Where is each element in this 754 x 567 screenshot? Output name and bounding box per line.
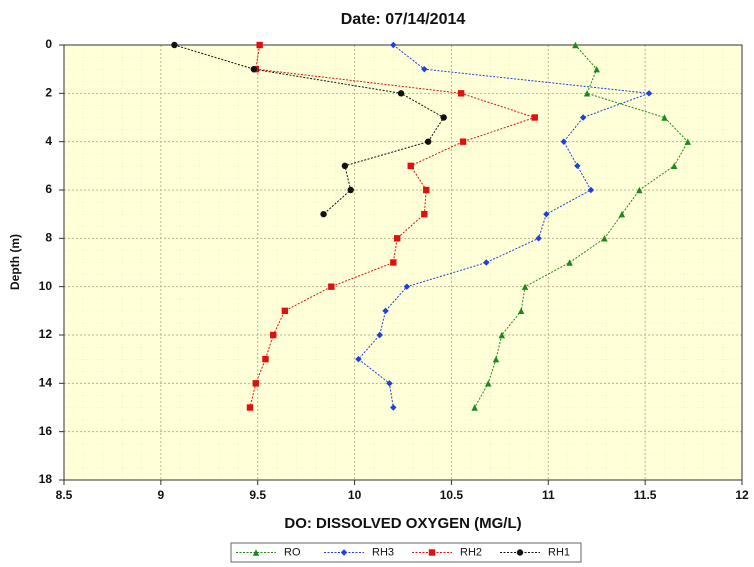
- marker: [661, 114, 668, 121]
- marker: [543, 210, 550, 218]
- minor-grid: [64, 45, 742, 480]
- marker: [587, 186, 595, 194]
- marker: [252, 380, 259, 387]
- y-tick-label: 18: [39, 472, 53, 486]
- marker: [579, 114, 587, 121]
- y-tick-label: 10: [39, 279, 53, 293]
- series-line: [249, 44, 537, 408]
- marker: [531, 114, 538, 121]
- legend-label: RH1: [548, 546, 570, 558]
- marker: [492, 355, 500, 363]
- marker: [671, 162, 678, 170]
- marker: [483, 259, 490, 266]
- marker: [390, 259, 397, 266]
- marker: [517, 307, 525, 315]
- legend-marker: [252, 549, 260, 556]
- series-line: [474, 44, 689, 408]
- marker: [645, 90, 653, 97]
- marker: [382, 307, 389, 315]
- x-tick-label: 10: [348, 488, 362, 502]
- marker: [403, 283, 411, 290]
- y-axis-label: Depth (m): [8, 234, 22, 290]
- y-tick-label: 12: [39, 327, 53, 341]
- marker: [328, 283, 335, 290]
- marker: [684, 138, 691, 145]
- x-tick-label: 10.5: [440, 488, 464, 502]
- series-line: [174, 44, 445, 215]
- marker: [424, 138, 432, 145]
- y-tick-label: 2: [45, 86, 52, 100]
- marker: [393, 235, 401, 242]
- marker: [593, 65, 600, 73]
- marker: [521, 283, 529, 290]
- marker: [423, 186, 430, 194]
- marker: [457, 90, 465, 97]
- marker: [574, 162, 581, 170]
- marker: [246, 404, 254, 411]
- y-tick-label: 4: [45, 134, 52, 148]
- marker: [459, 138, 467, 145]
- marker: [397, 90, 405, 97]
- x-tick-label: 12: [735, 488, 749, 502]
- marker: [566, 259, 573, 266]
- marker: [386, 380, 393, 387]
- marker: [281, 307, 289, 315]
- marker: [270, 331, 277, 339]
- marker: [560, 138, 567, 145]
- marker: [440, 114, 447, 121]
- marker: [320, 210, 327, 218]
- x-axis-label: DO: DISSOLVED OXYGEN (MG/L): [284, 515, 521, 532]
- marker: [498, 331, 505, 339]
- marker: [407, 162, 414, 170]
- legend-label: RH3: [372, 546, 394, 558]
- chart-title: Date: 07/14/2014: [341, 11, 466, 28]
- legend-label: RO: [284, 546, 301, 558]
- y-tick-label: 14: [39, 376, 53, 390]
- marker: [471, 404, 478, 411]
- y-tick-label: 8: [45, 231, 52, 245]
- plot-frame: [63, 44, 743, 481]
- x-tick-label: 8.5: [56, 488, 73, 502]
- legend-marker: [340, 549, 348, 556]
- legend-box: [230, 542, 582, 563]
- legend-marker: [516, 549, 524, 556]
- marker: [636, 186, 643, 194]
- marker: [355, 355, 362, 363]
- marker: [171, 41, 178, 49]
- marker: [376, 331, 383, 339]
- marker: [618, 210, 626, 218]
- marker: [535, 235, 542, 242]
- marker: [262, 355, 269, 363]
- marker: [347, 186, 354, 194]
- series-line: [357, 44, 650, 408]
- marker: [250, 65, 258, 73]
- marker: [421, 210, 428, 218]
- marker: [256, 41, 263, 49]
- legend-label: RH2: [460, 546, 482, 558]
- y-tick-label: 16: [39, 424, 53, 438]
- marker: [390, 404, 397, 411]
- marker: [583, 90, 591, 97]
- x-tick-label: 9: [158, 488, 165, 502]
- x-tick-label: 9.5: [249, 488, 266, 502]
- x-tick-label: 11: [542, 488, 555, 502]
- marker: [390, 41, 397, 49]
- marker: [341, 162, 349, 170]
- legend-marker: [428, 549, 436, 556]
- x-tick-label: 11.5: [634, 488, 657, 502]
- marker: [601, 235, 608, 242]
- y-tick-label: 0: [45, 37, 52, 51]
- y-tick-label: 6: [45, 182, 52, 196]
- marker: [485, 380, 492, 387]
- marker: [421, 65, 428, 73]
- marker: [572, 41, 579, 49]
